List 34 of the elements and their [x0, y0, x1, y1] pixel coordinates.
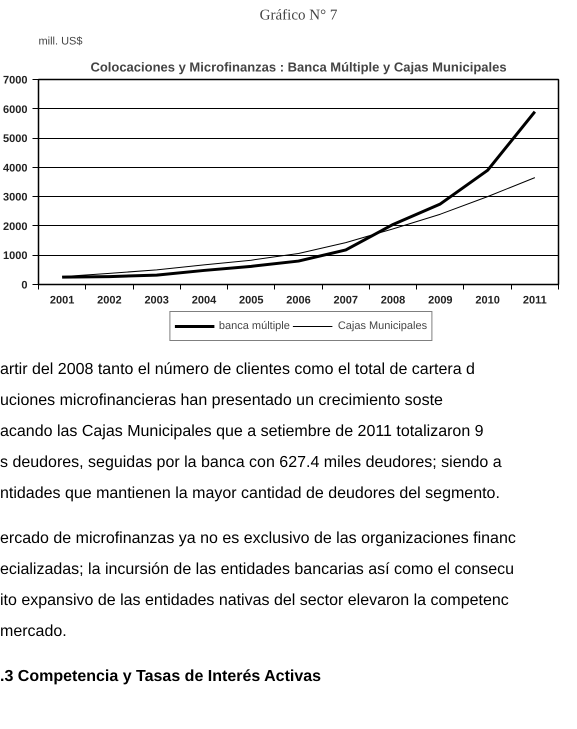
x-tick-label: 2002: [97, 294, 122, 306]
y-tick-label: 6000: [3, 104, 28, 116]
y-tick-label: 3000: [3, 192, 28, 204]
text: artir del 2008 tanto el número de clientes como el total de cartera d: [0, 360, 476, 380]
text: acando las Cajas Municipales que a setiembre de 2011 totalizaron 9: [0, 422, 485, 442]
text: mercado.: [0, 622, 68, 642]
x-tick-label: 2008: [380, 294, 406, 306]
legend-label: banca múltiple: [218, 320, 290, 332]
text: Gráfico N° 7: [260, 8, 338, 24]
y-axis-title: mill. US$: [38, 36, 83, 48]
text: ecializadas; la incursión de las entidades bancarias así como el consecu: [0, 560, 516, 580]
text: ercado de microfinanzas ya no es exclusivo de las organizaciones financ: [0, 529, 516, 549]
x-tick-label: 2004: [192, 294, 218, 306]
y-tick-label: 5000: [3, 133, 28, 146]
text: uciones microfinancieras han presentado un crecimiento soste: [0, 391, 444, 411]
x-tick-label: 2010: [475, 294, 500, 306]
x-tick-label: 2003: [144, 294, 169, 306]
x-tick-label: 2011: [522, 294, 547, 306]
y-tick-label: 0: [21, 280, 28, 292]
x-tick-label: 2001: [50, 294, 74, 306]
chart-title: Colocaciones y Microfinanzas : Banca Múltiple y Cajas Municipales: [90, 60, 507, 74]
text: .3 Competencia y Tasas de Interés Activas: [0, 667, 322, 687]
text: ito expansivo de las entidades nativas del sector elevaron la competenc: [0, 591, 510, 611]
y-tick-label: 4000: [3, 162, 28, 174]
text: s deudores, seguidas por la banca con 627.4 miles deudores; siendo a: [0, 453, 503, 473]
y-tick-label: 2000: [3, 220, 28, 233]
x-tick-label: 2007: [334, 294, 358, 306]
x-tick-label: 2006: [286, 294, 311, 306]
y-tick-label: 7000: [3, 74, 28, 86]
y-tick-label: 1000: [3, 250, 28, 262]
x-tick-label: 2005: [238, 294, 264, 306]
x-tick-label: 2009: [428, 294, 453, 306]
text: ntidades que mantienen la mayor cantidad de deudores del segmento.: [0, 484, 501, 504]
legend-label: Cajas Municipales: [338, 320, 428, 332]
